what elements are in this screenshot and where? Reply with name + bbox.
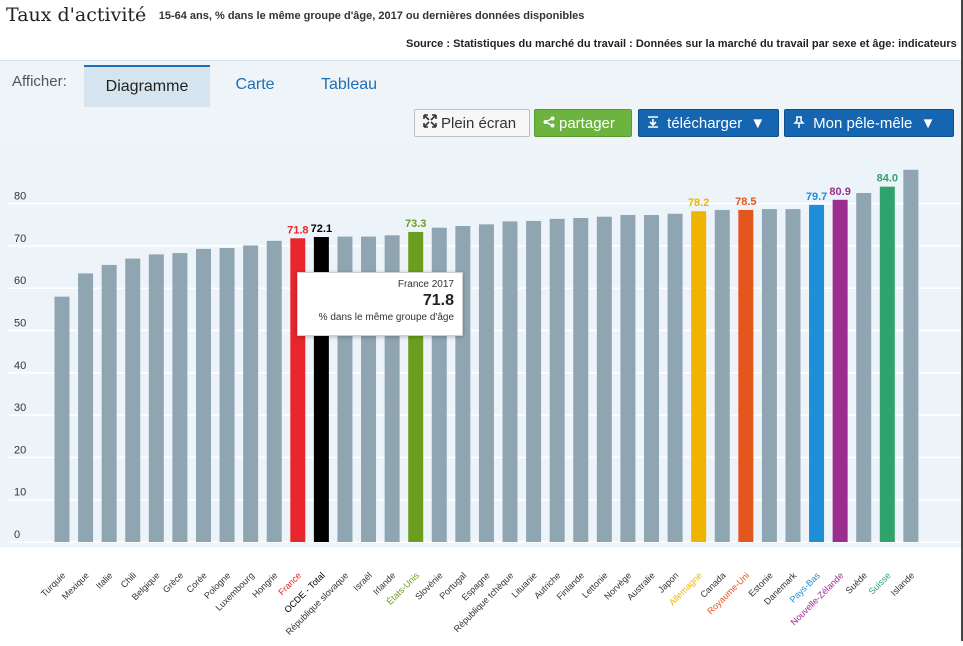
download-button[interactable]: télécharger ▼ bbox=[638, 109, 779, 137]
data-label: 73.3 bbox=[405, 218, 426, 230]
y-tick-label: 80 bbox=[14, 191, 26, 203]
bar bbox=[879, 186, 895, 542]
fullscreen-label: Plein écran bbox=[441, 115, 517, 132]
bar bbox=[54, 296, 70, 542]
download-label: télécharger bbox=[667, 115, 743, 132]
data-label: 78.2 bbox=[688, 197, 709, 209]
pin-button[interactable]: Mon pêle-mêle ▼ bbox=[784, 109, 954, 137]
chart-header: Taux d'activité 15-64 ans, % dans le mêm… bbox=[6, 4, 584, 26]
tooltip-value: 71.8 bbox=[422, 292, 454, 309]
data-label: 72.1 bbox=[311, 223, 332, 235]
bar bbox=[644, 215, 659, 542]
x-tick-label: Chili bbox=[119, 570, 138, 589]
window-edge bbox=[961, 0, 963, 641]
page-title: Taux d'activité bbox=[6, 4, 147, 26]
share-label: partager bbox=[559, 115, 615, 132]
bar bbox=[502, 221, 518, 542]
expand-icon bbox=[423, 110, 437, 138]
y-tick-label: 10 bbox=[14, 487, 26, 499]
bar bbox=[785, 209, 801, 542]
bar bbox=[832, 199, 848, 542]
x-tick-label: Hongrie bbox=[250, 570, 279, 599]
chart-tooltip: France 2017 71.8 % dans le même groupe d… bbox=[297, 272, 463, 336]
bar bbox=[148, 254, 164, 543]
bar bbox=[856, 193, 872, 542]
y-tick-label: 0 bbox=[14, 529, 20, 541]
pin-icon bbox=[793, 110, 805, 138]
bar bbox=[101, 264, 117, 542]
bar bbox=[243, 245, 259, 542]
y-tick-label: 70 bbox=[14, 233, 26, 245]
bar bbox=[526, 220, 542, 542]
chart-area: 0 10 20 30 40 50 60 70 80 Turquie Mexique Italie Chi… bbox=[0, 146, 963, 641]
x-tick-label: Royaume-Uni bbox=[705, 570, 751, 616]
bar bbox=[714, 209, 730, 542]
bar bbox=[549, 218, 565, 542]
bar bbox=[195, 248, 211, 542]
x-tick-label: Grèce bbox=[161, 570, 185, 594]
display-label: Afficher: bbox=[12, 73, 67, 90]
bar bbox=[172, 253, 188, 542]
bar bbox=[738, 209, 754, 542]
y-tick-label: 50 bbox=[14, 318, 26, 330]
download-icon bbox=[647, 110, 659, 138]
caret-down-icon: ▼ bbox=[750, 115, 766, 132]
bar bbox=[903, 169, 919, 542]
x-tick-label: Suisse bbox=[867, 570, 893, 596]
bar bbox=[596, 216, 612, 542]
bar bbox=[620, 215, 636, 542]
pin-label: Mon pêle-mêle bbox=[813, 115, 913, 132]
x-tick-label: Islande bbox=[889, 570, 917, 598]
bar bbox=[761, 209, 777, 542]
data-label: 78.5 bbox=[735, 196, 756, 208]
source-text: Source : Statistiques du marché du trava… bbox=[406, 38, 957, 50]
bar bbox=[478, 224, 494, 542]
bar bbox=[691, 211, 707, 542]
page-subtitle: 15-64 ans, % dans le même groupe d'âge, … bbox=[158, 10, 585, 22]
x-tick-label: Italie bbox=[94, 570, 115, 591]
bar bbox=[266, 240, 282, 542]
y-tick-label: 60 bbox=[14, 275, 26, 287]
bar bbox=[78, 273, 94, 542]
tooltip-unit: % dans le même groupe d'âge bbox=[318, 312, 454, 323]
bar bbox=[125, 258, 141, 542]
data-label: 80.9 bbox=[829, 186, 850, 198]
y-tick-label: 40 bbox=[14, 360, 26, 372]
y-tick-label: 30 bbox=[14, 402, 26, 414]
fullscreen-button[interactable]: Plein écran bbox=[414, 109, 530, 137]
chart-toolbar: Afficher: Diagramme Carte Tableau Plein … bbox=[0, 60, 963, 147]
data-label: 71.8 bbox=[287, 224, 308, 236]
share-button[interactable]: partager bbox=[534, 109, 632, 137]
bar bbox=[573, 217, 589, 542]
tab-carte[interactable]: Carte bbox=[235, 76, 275, 93]
tab-diagramme[interactable]: Diagramme bbox=[84, 65, 210, 107]
data-label: 79.7 bbox=[806, 191, 827, 203]
bar bbox=[667, 213, 683, 542]
caret-down-icon: ▼ bbox=[920, 115, 936, 132]
bar bbox=[809, 204, 825, 542]
bar bbox=[219, 248, 235, 542]
y-tick-label: 20 bbox=[14, 444, 26, 456]
x-tick-label: Suède bbox=[844, 570, 869, 595]
share-icon bbox=[543, 110, 555, 138]
tab-tableau[interactable]: Tableau bbox=[320, 76, 378, 93]
tooltip-title: France 2017 bbox=[397, 279, 454, 290]
data-label: 84.0 bbox=[877, 173, 898, 185]
